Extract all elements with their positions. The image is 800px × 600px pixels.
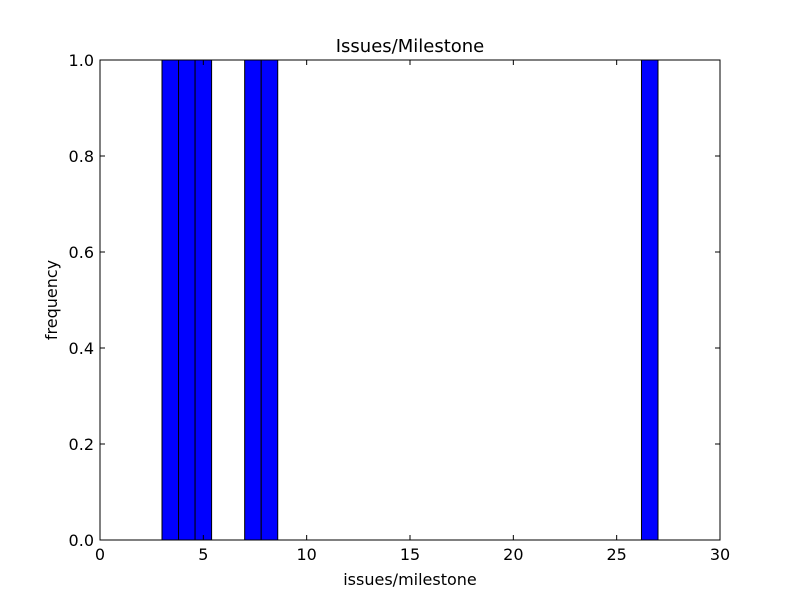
- y-tick-label: 0.2: [69, 435, 94, 454]
- y-tick-label: 0.0: [69, 531, 94, 550]
- y-tick-label: 0.4: [69, 339, 94, 358]
- x-axis-ticks: 0 5 10 15 20 25 30: [95, 60, 730, 564]
- x-tick-label: 0: [95, 545, 105, 564]
- x-tick-label: 5: [198, 545, 208, 564]
- x-tick-label: 10: [296, 545, 316, 564]
- x-axis-label: issues/milestone: [343, 570, 477, 589]
- histogram-bar: [640, 59, 659, 541]
- x-tick-label: 30: [710, 545, 730, 564]
- histogram-bar: [178, 59, 196, 541]
- y-axis-ticks: 0.0 0.2 0.4 0.6 0.8 1.0: [69, 51, 720, 550]
- histogram-bar: [161, 59, 180, 541]
- x-tick-label: 25: [606, 545, 626, 564]
- histogram-bar: [260, 59, 279, 541]
- chart-title: Issues/Milestone: [336, 36, 485, 57]
- y-tick-label: 1.0: [69, 51, 94, 70]
- y-axis-label: frequency: [42, 260, 61, 340]
- y-tick-label: 0.8: [69, 147, 94, 166]
- y-tick-label: 0.6: [69, 243, 94, 262]
- x-tick-label: 20: [503, 545, 523, 564]
- bars-group: [161, 59, 659, 541]
- histogram-bar: [244, 59, 262, 541]
- x-tick-label: 15: [400, 545, 420, 564]
- histogram-bar: [194, 59, 213, 541]
